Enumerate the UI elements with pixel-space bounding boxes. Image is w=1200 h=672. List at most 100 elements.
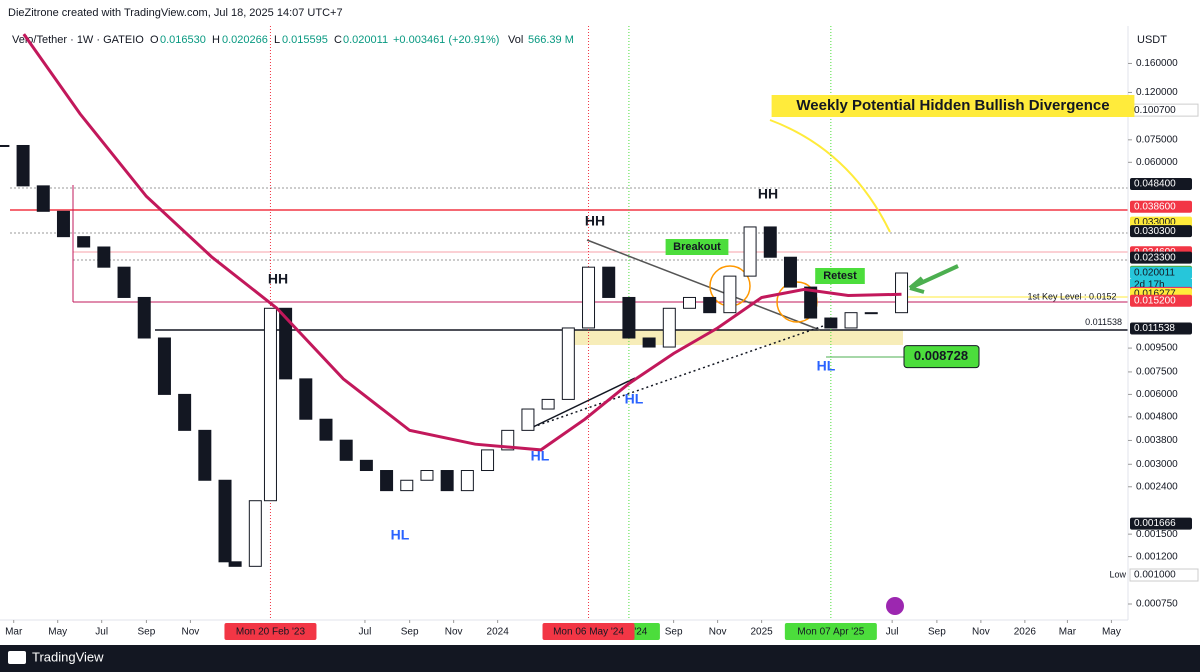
candle [380,470,394,492]
y-tick-label: 0.006000 [1136,389,1178,400]
x-tick-label: 2026 [1014,627,1037,638]
annotation: HH [758,186,778,202]
price-tag-box [1130,266,1192,279]
y-tick-label: 0.060000 [1136,157,1178,168]
x-tick-label: Mar [5,627,23,638]
candle [36,185,50,212]
candle [642,337,656,348]
candle [460,470,474,492]
candle [541,398,555,410]
legend-value: 0.016530 [160,34,206,46]
candle [218,479,232,563]
x-tick-label: Jul [95,627,108,638]
price-tag: 0.015200 [1130,294,1192,307]
annotation-box [771,95,1135,117]
legend-value: 566.39 M [528,34,574,46]
price-tag-box [1130,294,1192,307]
y-tick-label: 0.003800 [1136,435,1178,446]
candle [703,296,717,314]
candle [561,327,575,400]
trend-line [532,324,827,428]
price-tag-box [1130,322,1192,335]
x-tick-label: Mar [1059,627,1077,638]
date-tag-box [224,623,317,640]
candle [602,266,616,298]
y-tick-label: 0.007500 [1136,367,1178,378]
candle [521,408,535,431]
credit: DieZitrone created with TradingView.com,… [8,7,343,19]
y-tick-label: 0.000750 [1136,599,1178,610]
support-zone [565,330,903,345]
candle [662,307,676,348]
date-tag-label: Mon 20 Feb '23 [236,627,306,638]
price-tag-label: 0.001000 [1134,570,1176,581]
candle [783,256,797,288]
date-tag-box [784,623,877,640]
x-tick-label: Nov [182,627,200,638]
legend-value: 0.015595 [282,34,328,46]
header-bar [0,0,1200,26]
price-tag: 0.011538 [1130,322,1192,335]
date-tag-label: Mon 07 Apr '25 [797,627,864,638]
candle [157,337,171,395]
price-tag: Low 0.001000 [1109,568,1199,582]
x-tick-label: Sep [138,627,156,638]
candle [481,449,495,472]
price-tag: 0.023300 [1130,251,1192,264]
annotation: HL [391,527,410,543]
annotation: HL [817,358,836,374]
price-tag: 0.001666 [1130,517,1192,530]
y-tick-label: 0.001200 [1136,551,1178,562]
level-label: 0.011538 [1085,317,1122,327]
y-tick-label: 0.160000 [1136,58,1178,69]
price-tag-box [1130,200,1192,213]
candle [248,500,262,567]
symbol: Velo/Tether · 1W · GATEIO [12,34,144,46]
candle [804,286,818,319]
x-tick-label: 2024 [487,627,510,638]
alert-icon[interactable] [886,597,904,615]
level-label: 0.008728 [914,348,968,363]
divergence-line [769,119,891,233]
date-tag-label: Mon 06 May '24 [553,627,624,638]
price-tag-name: Low [1109,569,1126,579]
legend-value: 0.020266 [222,34,268,46]
y-tick-label: 0.003000 [1136,459,1178,470]
candle [228,561,242,567]
price-tag-label: 0.038600 [1134,201,1176,212]
candle [622,296,636,339]
candle [895,272,909,314]
logo [8,651,26,664]
price-tag-sub: 2d 17h [1134,280,1165,291]
y-tick-label: 0.002400 [1136,481,1178,492]
price-tag: 0.038600 [1130,200,1192,213]
price-tag-label: 0.023300 [1134,252,1176,263]
candle [420,470,434,481]
price-tag-label: 0.011538 [1134,323,1175,334]
legend-label: Vol [508,34,523,46]
legend-label: H [212,34,220,46]
footer-bar [0,645,1200,672]
candle [501,429,515,451]
x-tick-label: Nov [972,627,990,638]
x-tick-label: Jul [359,627,372,638]
price-tag: 0.048400 [1130,177,1192,190]
x-tick-label: Sep [928,627,946,638]
candle [0,144,10,147]
annotation: HL [531,448,550,464]
legend-label: O [150,34,159,46]
price-tag-label: 0.030300 [1134,226,1176,237]
annotation: 1st Key Level : 0.0152 [1027,291,1116,301]
price-tag-box [1129,568,1199,582]
candle [198,429,212,481]
x-tick-label: Nov [709,627,727,638]
candle [339,439,353,461]
currency: USDT [1137,34,1167,46]
x-tick-label: May [48,627,67,638]
candle [440,470,454,492]
candle [16,144,30,187]
candle [582,266,596,329]
candle [299,378,313,420]
candles [0,144,909,567]
